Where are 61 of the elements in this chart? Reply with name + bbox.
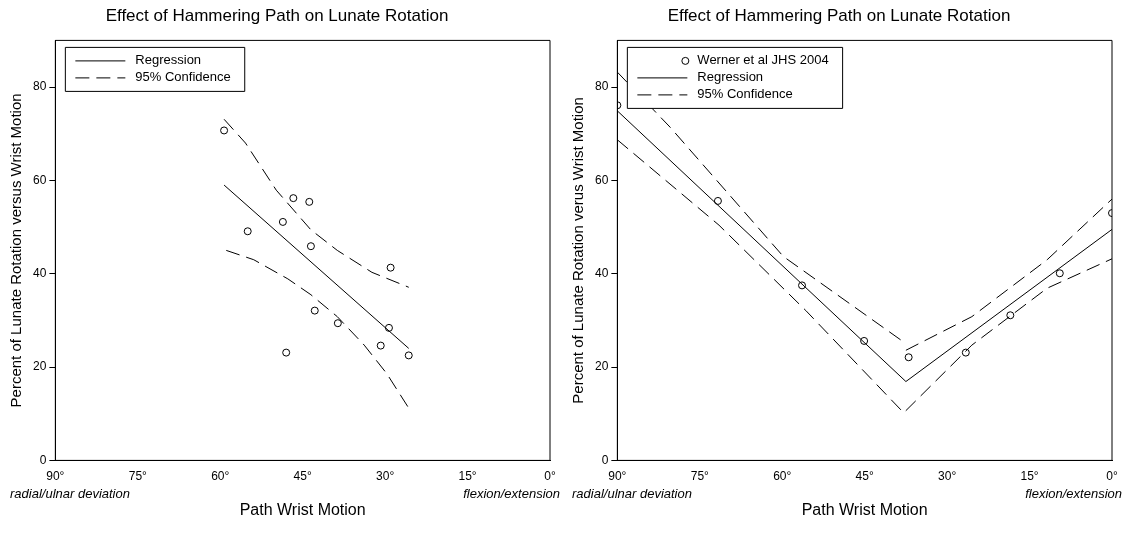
chart-title: Effect of Hammering Path on Lunate Rotation — [667, 5, 1011, 25]
point — [310, 306, 319, 315]
x-tick-label: 15° — [458, 468, 477, 483]
point — [278, 217, 287, 226]
point — [306, 242, 315, 251]
point — [713, 196, 722, 205]
x-tick-label: 90° — [46, 468, 65, 483]
legend-label: Regression — [135, 52, 202, 68]
point — [333, 319, 342, 328]
text: flexion/extension — [463, 485, 560, 501]
y-axis-title: Percent of Lunate Rotation verus Wrist Motion — [569, 97, 587, 404]
y-tick-label: 0 — [601, 452, 609, 467]
x-axis-title: Path Wrist Motion — [239, 500, 366, 518]
legend-label: Werner et al JHS 2004 — [697, 52, 829, 68]
text: radial/ulnar deviation — [10, 485, 130, 501]
point — [961, 348, 970, 357]
point — [860, 336, 869, 345]
y-tick-label: 20 — [32, 359, 47, 374]
y-tick-label: 60 — [594, 172, 609, 187]
x-tick-label: 60° — [773, 468, 792, 483]
y-tick-label: 40 — [594, 266, 609, 281]
chart-title: Effect of Hammering Path on Lunate Rotation — [105, 5, 449, 25]
y-tick-label: 0 — [39, 452, 47, 467]
x-tick-label: 90° — [608, 468, 627, 483]
point — [404, 351, 413, 360]
point — [376, 341, 385, 350]
y-tick-label: 20 — [594, 359, 609, 374]
x-axis-title: Path Wrist Motion — [801, 500, 928, 518]
line-series — [223, 118, 410, 288]
point — [305, 197, 314, 206]
y-tick-label: 80 — [32, 79, 47, 94]
text: radial/ulnar deviation — [572, 485, 692, 501]
y-tick-label: 80 — [594, 79, 609, 94]
text: flexion/extension — [1025, 485, 1122, 501]
x-tick-label: 60° — [211, 468, 230, 483]
point — [220, 126, 229, 135]
point — [904, 353, 913, 362]
point — [798, 281, 807, 290]
x-tick-label: 30° — [938, 468, 957, 483]
y-tick-label: 40 — [32, 266, 47, 281]
legend-label: 95% Confidence — [135, 69, 231, 85]
x-tick-label: 45° — [855, 468, 874, 483]
x-tick-label: 0° — [1106, 468, 1118, 483]
x-tick-label: 75° — [690, 468, 710, 483]
point — [289, 194, 298, 203]
line-series — [225, 249, 410, 409]
point — [1006, 311, 1015, 320]
point — [282, 348, 291, 357]
y-axis-title: Percent of Lunate Rotation versus Wrist Motion — [7, 93, 25, 408]
x-tick-label: 30° — [376, 468, 395, 483]
x-tick-label: 45° — [293, 468, 312, 483]
point — [384, 323, 393, 332]
legend-label: Regression — [697, 69, 764, 85]
x-tick-label: 15° — [1020, 468, 1039, 483]
x-tick-label: 0° — [544, 468, 556, 483]
legend-label: 95% Confidence — [697, 86, 793, 102]
point — [243, 227, 252, 236]
point — [386, 263, 395, 272]
y-tick-label: 60 — [32, 172, 47, 187]
point — [1055, 269, 1064, 278]
x-tick-label: 75° — [128, 468, 148, 483]
